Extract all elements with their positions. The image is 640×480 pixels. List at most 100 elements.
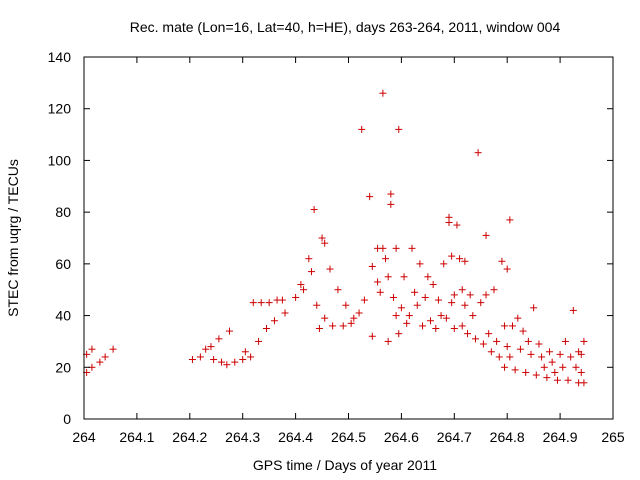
data-point xyxy=(440,260,448,268)
data-point xyxy=(424,273,432,281)
data-point xyxy=(466,291,474,299)
data-point xyxy=(387,190,395,198)
data-point xyxy=(368,332,376,340)
y-axis-label: STEC from uqrg / TECUs xyxy=(5,159,21,317)
data-point xyxy=(519,327,527,335)
data-point xyxy=(239,356,247,364)
data-point xyxy=(543,374,551,382)
x-tick-label: 264.4 xyxy=(278,429,313,445)
data-point xyxy=(580,379,588,387)
data-point xyxy=(527,350,535,358)
y-tick-label: 20 xyxy=(55,359,71,375)
x-tick-label: 264.6 xyxy=(384,429,419,445)
data-point xyxy=(442,314,450,322)
y-tick-label: 140 xyxy=(48,49,72,65)
data-point xyxy=(300,286,308,294)
data-point xyxy=(564,376,572,384)
data-point xyxy=(88,345,96,353)
data-point xyxy=(329,322,337,330)
x-tick-label: 264.8 xyxy=(490,429,525,445)
data-point xyxy=(477,299,485,307)
data-point xyxy=(196,353,204,361)
data-point xyxy=(434,296,442,304)
data-point xyxy=(225,327,233,335)
data-point xyxy=(405,312,413,320)
data-point xyxy=(368,262,376,270)
data-point xyxy=(461,257,469,265)
data-point xyxy=(305,255,313,263)
y-tick-label: 40 xyxy=(55,308,71,324)
data-point xyxy=(307,268,315,276)
data-point xyxy=(490,286,498,294)
data-point xyxy=(561,337,569,345)
data-point xyxy=(498,257,506,265)
data-point xyxy=(321,314,329,322)
data-point xyxy=(508,322,516,330)
data-point xyxy=(366,193,374,201)
data-point xyxy=(392,244,400,252)
data-point xyxy=(445,218,453,226)
data-point xyxy=(469,312,477,320)
data-point xyxy=(374,278,382,286)
data-point xyxy=(310,206,318,214)
data-point xyxy=(569,306,577,314)
data-point xyxy=(223,361,231,369)
data-point xyxy=(482,231,490,239)
data-point xyxy=(572,363,580,371)
data-point xyxy=(421,293,429,301)
x-tick-label: 264.1 xyxy=(119,429,154,445)
data-point xyxy=(241,348,249,356)
data-point xyxy=(540,363,548,371)
data-point xyxy=(408,244,416,252)
x-tick-label: 264.9 xyxy=(543,429,578,445)
data-point xyxy=(493,337,501,345)
data-point xyxy=(257,299,265,307)
data-point xyxy=(210,356,218,364)
data-point xyxy=(387,200,395,208)
data-point xyxy=(516,345,524,353)
data-point xyxy=(101,353,109,361)
data-point xyxy=(553,376,561,384)
data-point xyxy=(432,325,440,332)
data-point xyxy=(546,348,554,356)
data-point xyxy=(506,353,514,361)
data-point xyxy=(530,304,538,312)
data-point xyxy=(270,317,278,325)
data-point xyxy=(495,353,503,361)
data-point xyxy=(524,337,532,345)
data-point xyxy=(392,312,400,320)
x-axis-label: GPS time / Days of year 2011 xyxy=(253,457,437,473)
chart-title: Rec. mate (Lon=16, Lat=40, h=HE), days 2… xyxy=(130,19,561,35)
data-point xyxy=(474,149,482,157)
data-point xyxy=(281,309,289,317)
data-point xyxy=(313,301,321,309)
data-point xyxy=(448,252,456,260)
data-point xyxy=(548,358,556,366)
data-point xyxy=(389,293,397,301)
data-point xyxy=(437,312,445,320)
data-point xyxy=(514,314,522,322)
data-point xyxy=(297,281,305,289)
data-point xyxy=(538,353,546,361)
data-point xyxy=(355,309,363,317)
y-tick-label: 120 xyxy=(48,101,72,117)
data-point xyxy=(506,216,514,224)
data-point xyxy=(551,368,559,376)
data-point xyxy=(416,260,424,268)
data-point xyxy=(419,322,427,330)
x-tick-label: 264.5 xyxy=(331,429,366,445)
data-point xyxy=(249,299,257,307)
data-point xyxy=(263,325,271,332)
data-point xyxy=(318,234,326,242)
data-point xyxy=(255,337,263,345)
x-tick-label: 265 xyxy=(601,429,625,445)
data-point xyxy=(358,125,366,133)
data-point xyxy=(321,239,329,247)
data-point xyxy=(511,366,519,374)
x-tick-label: 264 xyxy=(72,429,96,445)
data-point xyxy=(109,345,117,353)
data-point xyxy=(384,273,392,281)
data-point xyxy=(559,363,567,371)
